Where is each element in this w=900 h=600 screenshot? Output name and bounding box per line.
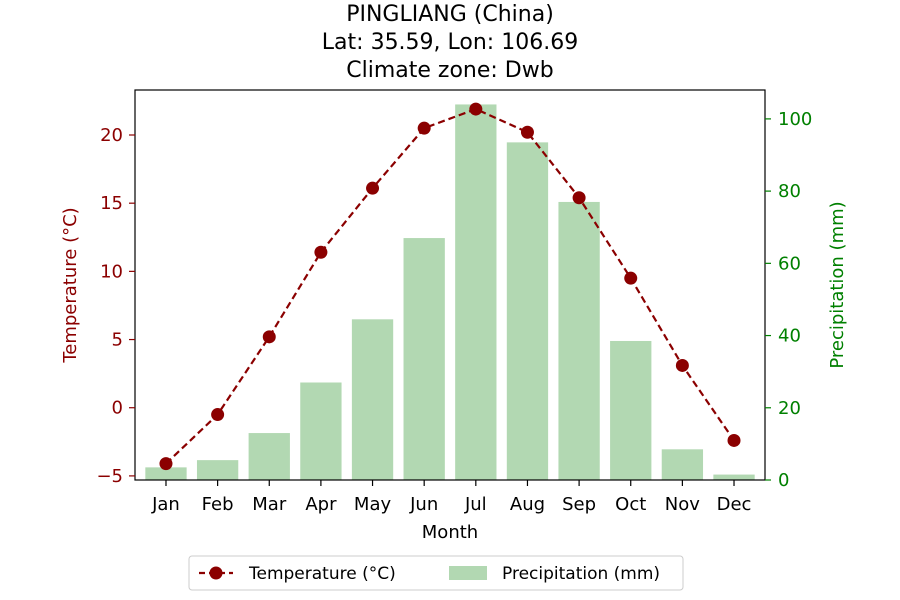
precip-bar-jul <box>455 104 497 480</box>
legend-precipitation-swatch <box>449 566 487 580</box>
precipitation-bars <box>145 104 755 480</box>
x-tick-label: Nov <box>665 494 700 515</box>
left-axis-ticks: −5 0 5 10 15 20 <box>96 125 135 487</box>
legend: Temperature (°C) Precipitation (mm) <box>188 555 684 591</box>
temperature-point-dec <box>727 433 741 447</box>
precip-bar-apr <box>300 382 342 480</box>
right-tick-label: 0 <box>778 470 789 491</box>
x-tick-label: Jun <box>409 494 438 515</box>
temperature-point-mar <box>262 330 276 344</box>
precip-bar-sep <box>558 201 600 480</box>
x-tick-label: Jan <box>151 494 180 515</box>
temperature-point-nov <box>675 358 689 372</box>
left-tick-label: 10 <box>100 261 123 282</box>
temperature-point-oct <box>624 271 638 285</box>
x-axis-label: Month <box>422 522 478 543</box>
left-tick-label: 5 <box>112 330 123 351</box>
precip-bar-aug <box>506 142 549 480</box>
left-axis-label: Temperature (°C) <box>60 207 81 363</box>
temperature-point-feb <box>211 408 225 422</box>
legend-item-precipitation: Precipitation (mm) <box>449 564 660 584</box>
right-tick-label: 100 <box>778 109 812 130</box>
left-tick-label: 0 <box>112 398 123 419</box>
precip-bar-jun <box>403 238 445 480</box>
left-tick-label: 20 <box>100 125 123 146</box>
right-axis-label: Precipitation (mm) <box>827 201 848 368</box>
temperature-point-jul <box>469 102 483 116</box>
temperature-points <box>159 102 741 471</box>
legend-temperature-label: Temperature (°C) <box>248 564 396 584</box>
precip-bar-jan <box>145 467 187 480</box>
legend-box <box>188 555 684 591</box>
precip-bar-may <box>351 319 394 480</box>
title-line-3: Climate zone: Dwb <box>346 58 553 83</box>
left-tick-label: −5 <box>96 466 123 487</box>
x-tick-label: Jul <box>464 494 487 515</box>
temperature-line <box>165 107 735 465</box>
temperature-point-may <box>366 181 380 195</box>
title-line-2: Lat: 35.59, Lon: 106.69 <box>322 30 578 55</box>
right-tick-label: 80 <box>778 181 801 202</box>
precip-bar-feb <box>196 460 239 480</box>
x-tick-label: Apr <box>305 494 337 515</box>
right-tick-label: 60 <box>778 253 801 274</box>
legend-precipitation-label: Precipitation (mm) <box>502 564 660 584</box>
x-tick-label: May <box>354 494 392 515</box>
temperature-point-aug <box>520 125 534 139</box>
precip-bar-nov <box>661 449 704 480</box>
title-line-1: PINGLIANG (China) <box>346 2 554 27</box>
temperature-point-jan <box>159 457 173 471</box>
temperature-series-line <box>165 107 735 465</box>
chart-title: PINGLIANG (China) Lat: 35.59, Lon: 106.6… <box>322 2 578 83</box>
legend-item-temperature: Temperature (°C) <box>199 564 396 584</box>
plot-frame <box>134 89 766 481</box>
precip-bar-mar <box>248 433 290 480</box>
temperature-point-jun <box>417 121 431 135</box>
x-tick-label: Feb <box>202 494 234 515</box>
left-tick-label: 15 <box>100 193 123 214</box>
legend-temperature-marker <box>209 566 223 580</box>
right-axis-ticks: 0 20 40 60 80 100 <box>765 109 812 491</box>
x-axis-ticks: Jan Feb Mar Apr May Jun Jul Aug Sep Oct Nov Dec <box>151 480 751 515</box>
x-tick-label: Aug <box>510 494 545 515</box>
right-tick-label: 40 <box>778 326 801 347</box>
temperature-point-apr <box>314 245 328 259</box>
temperature-point-sep <box>572 191 586 205</box>
x-tick-label: Sep <box>562 494 596 515</box>
x-tick-label: Oct <box>615 494 646 515</box>
x-tick-label: Dec <box>717 494 752 515</box>
precip-bar-dec <box>713 474 755 480</box>
precip-bar-oct <box>610 340 652 480</box>
x-tick-label: Mar <box>252 494 287 515</box>
right-tick-label: 20 <box>778 398 801 419</box>
